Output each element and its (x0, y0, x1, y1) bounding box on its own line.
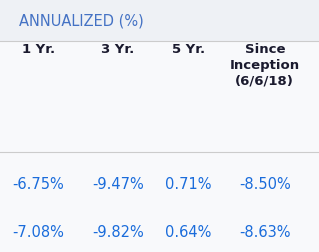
Text: 0.71%: 0.71% (165, 176, 211, 192)
Text: ANNUALIZED (%): ANNUALIZED (%) (19, 13, 144, 28)
Text: -7.08%: -7.08% (12, 224, 64, 239)
FancyBboxPatch shape (0, 0, 319, 42)
Text: 3 Yr.: 3 Yr. (101, 43, 135, 56)
Text: -9.82%: -9.82% (92, 224, 144, 239)
Text: 0.64%: 0.64% (165, 224, 211, 239)
Text: -6.75%: -6.75% (12, 176, 64, 192)
Text: Since
Inception
(6/6/18): Since Inception (6/6/18) (230, 43, 300, 87)
Text: 5 Yr.: 5 Yr. (172, 43, 205, 56)
Text: -8.63%: -8.63% (239, 224, 291, 239)
Text: -8.50%: -8.50% (239, 176, 291, 192)
Text: -9.47%: -9.47% (92, 176, 144, 192)
Text: 1 Yr.: 1 Yr. (22, 43, 55, 56)
